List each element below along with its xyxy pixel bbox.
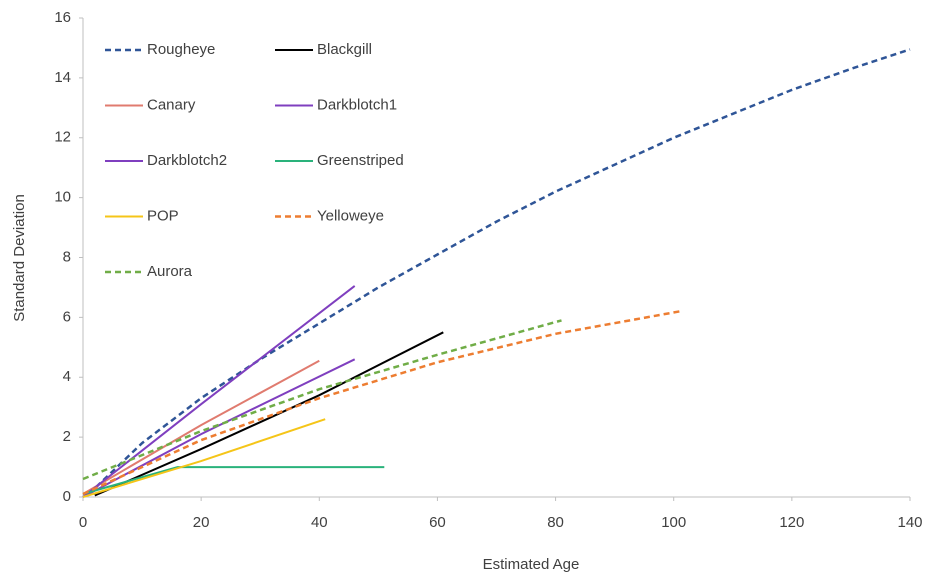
series-line (82, 285, 356, 498)
y-tick-label: 0 (63, 488, 71, 505)
series-line (82, 466, 385, 495)
legend-label: POP (147, 207, 179, 224)
x-tick-label: 100 (661, 514, 686, 531)
legend-label: Aurora (147, 263, 193, 280)
y-tick-label: 6 (63, 308, 71, 325)
legend-label: Greenstriped (317, 152, 404, 169)
series-line (82, 310, 680, 496)
legend-label: Darkblotch2 (147, 152, 227, 169)
x-tick-label: 140 (897, 514, 922, 531)
x-tick-label: 20 (193, 514, 210, 531)
legend-label: Darkblotch1 (317, 96, 397, 113)
y-tick-label: 14 (54, 69, 71, 86)
x-tick-label: 60 (429, 514, 446, 531)
x-tick-label: 40 (311, 514, 328, 531)
y-tick-label: 10 (54, 189, 71, 206)
x-axis-label: Estimated Age (483, 556, 580, 573)
y-tick-label: 4 (63, 368, 71, 385)
series-line (94, 331, 444, 497)
legend-label: Blackgill (317, 41, 372, 58)
legend-label: Rougheye (147, 41, 215, 58)
legend-label: Canary (147, 96, 196, 113)
series-line (82, 319, 562, 481)
legend-label: Yelloweye (317, 207, 384, 224)
y-tick-label: 8 (63, 248, 71, 265)
y-axis-label: Standard Deviation (11, 194, 28, 322)
y-tick-label: 16 (54, 9, 71, 26)
x-tick-label: 120 (779, 514, 804, 531)
series-line (82, 418, 326, 498)
series-line (82, 359, 320, 495)
series-line (88, 48, 911, 495)
y-tick-label: 2 (63, 428, 71, 445)
y-tick-label: 12 (54, 129, 71, 146)
x-tick-label: 0 (79, 514, 87, 531)
x-tick-label: 80 (547, 514, 564, 531)
